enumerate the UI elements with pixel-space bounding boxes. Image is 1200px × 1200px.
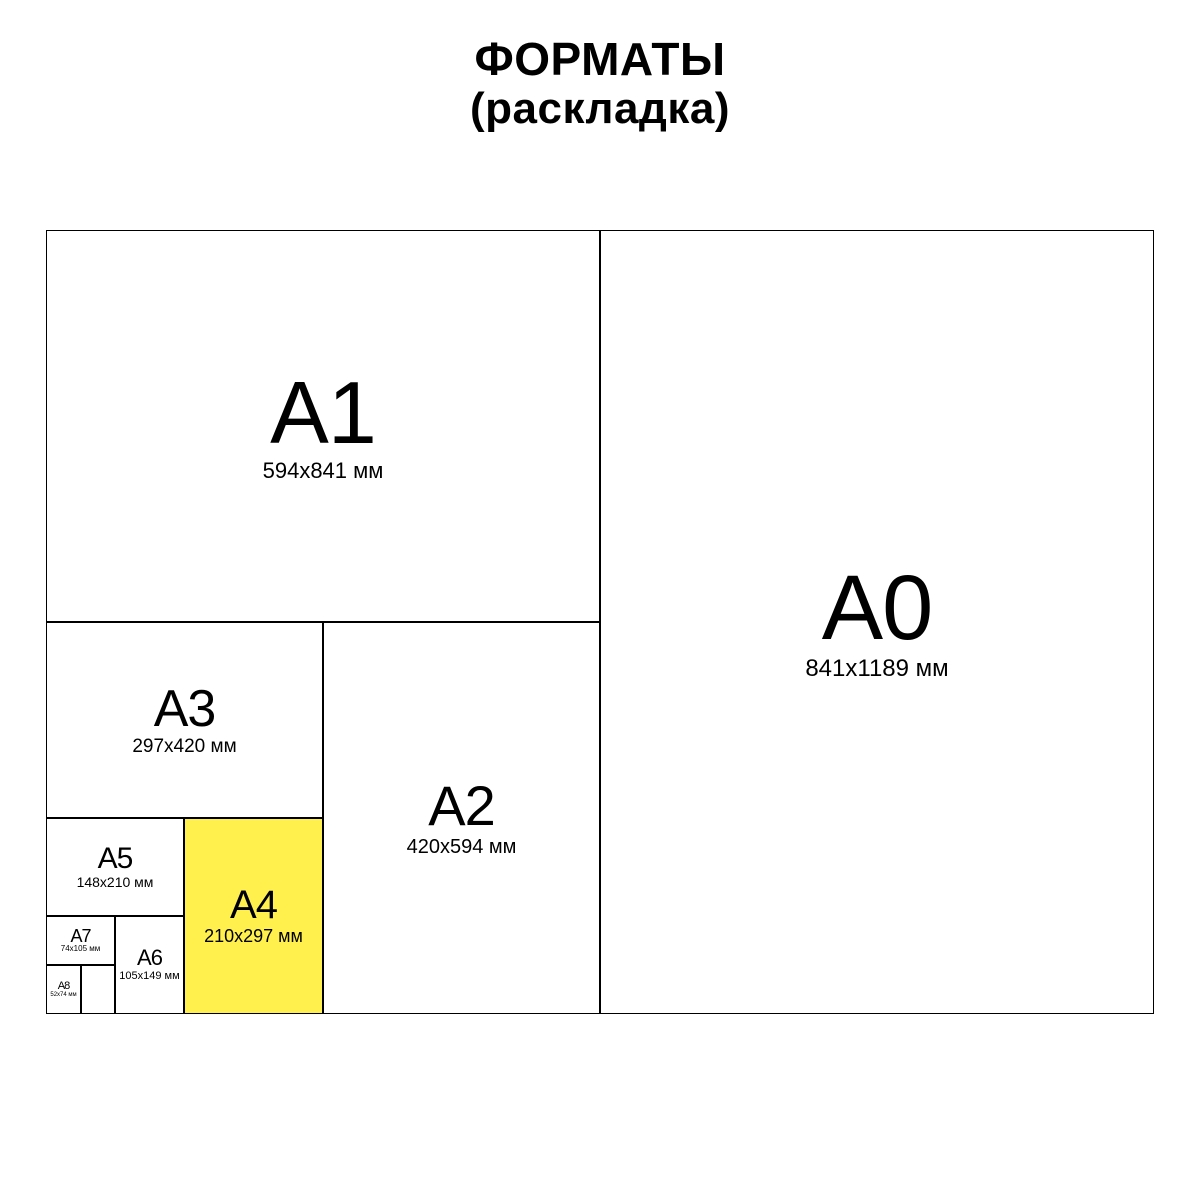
box-a8: A8 52х74 мм — [46, 965, 81, 1014]
box-a3: A3 297х420 мм — [46, 622, 323, 818]
box-a0: A0 841х1189 мм — [600, 230, 1154, 1014]
box-a5: A5 148х210 мм — [46, 818, 184, 916]
title-line-1: ФОРМАТЫ — [0, 34, 1200, 85]
box-a2: A2 420х594 мм — [323, 622, 600, 1014]
box-a1-dims: 594х841 мм — [263, 459, 384, 483]
box-a4-dims: 210х297 мм — [204, 927, 303, 947]
paper-size-diagram: A0 841х1189 мм A1 594х841 мм A2 420х594 … — [46, 230, 1154, 1014]
box-a5-dims: 148х210 мм — [77, 875, 154, 890]
box-a2-name: A2 — [428, 778, 495, 834]
box-a8-name: A8 — [58, 981, 69, 992]
box-remainder — [81, 965, 115, 1014]
box-a0-name: A0 — [822, 562, 933, 654]
box-a3-name: A3 — [154, 683, 216, 735]
box-a7: A7 74х105 мм — [46, 916, 115, 965]
page: ФОРМАТЫ (раскладка) A0 841х1189 мм A1 59… — [0, 0, 1200, 1200]
title-line-2: (раскладка) — [0, 85, 1200, 133]
box-a7-dims: 74х105 мм — [61, 945, 100, 954]
box-a4-name: A4 — [230, 885, 277, 925]
box-a8-dims: 52х74 мм — [50, 992, 76, 999]
box-a6-name: A6 — [137, 947, 162, 969]
box-a0-dims: 841х1189 мм — [805, 656, 948, 682]
box-a4: A4 210х297 мм — [184, 818, 323, 1014]
box-a3-dims: 297х420 мм — [132, 737, 236, 758]
box-a2-dims: 420х594 мм — [407, 836, 517, 858]
box-a6: A6 105х149 мм — [115, 916, 184, 1014]
box-a5-name: A5 — [98, 844, 133, 874]
box-a7-name: A7 — [70, 927, 90, 945]
box-a1: A1 594х841 мм — [46, 230, 600, 622]
box-a1-name: A1 — [270, 369, 376, 457]
title-block: ФОРМАТЫ (раскладка) — [0, 0, 1200, 133]
box-a6-dims: 105х149 мм — [119, 970, 179, 982]
